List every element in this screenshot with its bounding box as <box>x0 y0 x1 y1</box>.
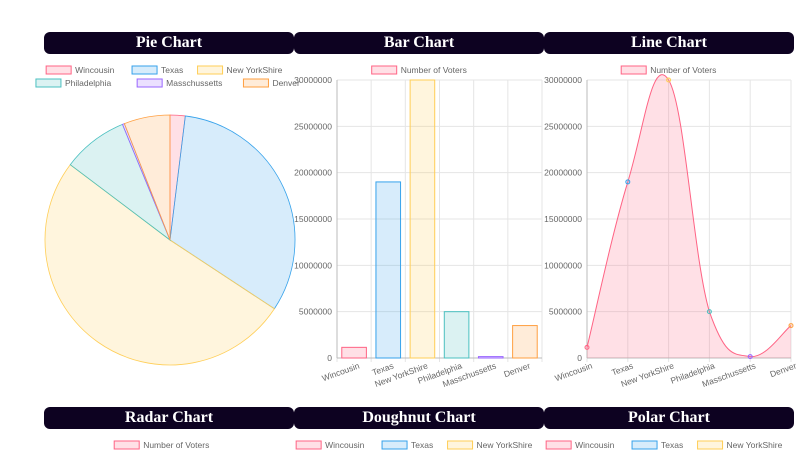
y-tick-label: 0 <box>577 353 582 363</box>
legend-label: Texas <box>161 65 183 75</box>
legend-swatch <box>131 65 158 75</box>
y-tick-label: 5000000 <box>549 307 582 317</box>
legend-label: New YorkShire <box>477 440 533 450</box>
line-point-philadelphia <box>706 309 712 315</box>
legend-swatch <box>631 440 658 450</box>
y-tick-label: 30000000 <box>544 75 582 85</box>
x-tick-label: Denver <box>769 360 798 379</box>
legend-label: Texas <box>411 440 433 450</box>
legend-label: Number of Voters <box>401 65 467 75</box>
legend-label: Texas <box>661 440 683 450</box>
bar-masschussetts <box>477 356 504 359</box>
legend-label: Philadelphia <box>65 78 112 88</box>
bar-chart-title: Bar Chart <box>294 32 544 54</box>
legend-swatch <box>242 78 269 88</box>
legend-label: Number of Voters <box>143 440 209 450</box>
legend-label: Denver <box>272 78 300 88</box>
bar-philadelphia <box>443 311 470 359</box>
legend-label: Wincousin <box>575 440 614 450</box>
legend-swatch <box>295 440 322 450</box>
doughnut-chart-title: Doughnut Chart <box>294 407 544 429</box>
line-chart-title: Line Chart <box>544 32 794 54</box>
legend-swatch <box>113 440 140 450</box>
x-tick-label: Denver <box>502 360 531 379</box>
y-tick-label: 10000000 <box>294 260 332 270</box>
legend-swatch <box>620 65 647 75</box>
legend-label: Wincousin <box>75 65 114 75</box>
legend-swatch <box>197 65 224 75</box>
legend-label: New YorkShire <box>727 440 783 450</box>
pie-slice-new-yorkshire <box>44 164 275 366</box>
bar-denver <box>512 325 538 359</box>
legend-swatch <box>447 440 474 450</box>
line-point-denver <box>788 323 794 329</box>
line-area-fill <box>587 74 791 358</box>
line-point-masschussetts <box>747 354 753 360</box>
bar-new-yorkshire <box>409 79 436 359</box>
y-tick-label: 0 <box>327 353 332 363</box>
y-tick-label: 10000000 <box>544 260 582 270</box>
legend-swatch <box>697 440 724 450</box>
radar-chart-title: Radar Chart <box>44 407 294 429</box>
pie-chart-title: Pie Chart <box>44 32 294 54</box>
y-tick-label: 20000000 <box>294 168 332 178</box>
line-series <box>586 74 792 358</box>
bar-wincousin <box>341 346 367 359</box>
legend-swatch <box>371 65 398 75</box>
y-tick-label: 25000000 <box>544 121 582 131</box>
y-tick-label: 30000000 <box>294 75 332 85</box>
legend-swatch <box>381 440 408 450</box>
legend-swatch <box>45 65 72 75</box>
legend-label: Number of Voters <box>650 65 716 75</box>
line-point-wincousin <box>584 344 590 350</box>
line-point-texas <box>625 179 631 185</box>
line-point-new-yorkshire <box>666 77 672 83</box>
legend-swatch <box>136 78 163 88</box>
y-tick-label: 25000000 <box>294 121 332 131</box>
legend-label: New YorkShire <box>227 65 283 75</box>
y-tick-label: 15000000 <box>544 214 582 224</box>
y-tick-label: 5000000 <box>299 307 332 317</box>
legend-swatch <box>545 440 572 450</box>
y-tick-label: 15000000 <box>294 214 332 224</box>
legend-label: Masschussetts <box>166 78 222 88</box>
polar-chart-title: Polar Chart <box>544 407 794 429</box>
legend-swatch <box>35 78 62 88</box>
y-tick-label: 20000000 <box>544 168 582 178</box>
x-tick-label: Wincousin <box>553 360 594 383</box>
legend-label: Wincousin <box>325 440 364 450</box>
pie-slice-denver <box>123 114 171 241</box>
bar-texas <box>375 181 402 359</box>
x-tick-label: Wincousin <box>320 360 361 383</box>
